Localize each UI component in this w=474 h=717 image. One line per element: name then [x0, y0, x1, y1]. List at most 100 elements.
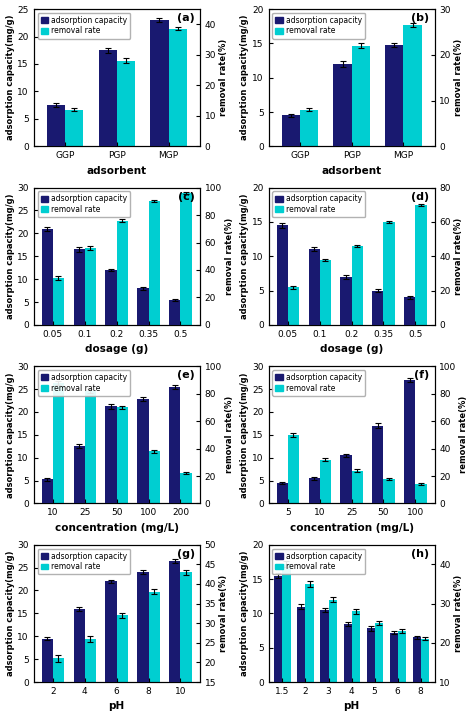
Text: (c): (c)	[178, 191, 195, 201]
X-axis label: adsorbent: adsorbent	[321, 166, 382, 176]
Y-axis label: removal rate(%): removal rate(%)	[225, 397, 234, 473]
X-axis label: concentration (mg/L): concentration (mg/L)	[55, 523, 179, 533]
Text: (b): (b)	[411, 13, 429, 23]
Bar	[106, 407, 117, 503]
Bar	[390, 632, 398, 682]
Y-axis label: adsorption capacity(mg/g): adsorption capacity(mg/g)	[6, 372, 15, 498]
Legend: adsorption capacity, removal rate: adsorption capacity, removal rate	[273, 549, 365, 574]
Text: (a): (a)	[177, 13, 195, 23]
Bar	[415, 205, 427, 325]
Bar	[413, 637, 421, 682]
Text: (h): (h)	[411, 549, 429, 559]
Bar	[415, 484, 427, 503]
Bar	[328, 599, 337, 717]
Bar	[319, 460, 331, 503]
Bar	[319, 260, 331, 325]
Bar	[340, 277, 352, 325]
Bar	[352, 246, 363, 325]
Bar	[148, 451, 160, 503]
Bar	[309, 250, 319, 325]
Bar	[169, 386, 181, 503]
Bar	[352, 470, 363, 503]
Bar	[421, 639, 429, 717]
Bar	[309, 478, 319, 503]
Bar	[53, 278, 64, 325]
Bar	[117, 61, 135, 146]
Bar	[65, 110, 83, 146]
X-axis label: dosage (g): dosage (g)	[320, 344, 383, 354]
Bar	[181, 572, 191, 717]
Bar	[385, 44, 403, 146]
Y-axis label: removal rate(%): removal rate(%)	[225, 218, 234, 295]
Bar	[169, 300, 181, 325]
Bar	[106, 270, 117, 325]
Bar	[274, 576, 283, 682]
Text: (d): (d)	[411, 191, 429, 201]
Bar	[404, 298, 415, 325]
Bar	[305, 584, 314, 717]
Y-axis label: adsorption capacity(mg/g): adsorption capacity(mg/g)	[6, 15, 15, 141]
Y-axis label: adsorption capacity(mg/g): adsorption capacity(mg/g)	[240, 551, 249, 676]
X-axis label: dosage (g): dosage (g)	[85, 344, 148, 354]
X-axis label: pH: pH	[109, 701, 125, 711]
Bar	[344, 624, 352, 682]
Bar	[42, 479, 53, 503]
Bar	[169, 561, 181, 682]
Legend: adsorption capacity, removal rate: adsorption capacity, removal rate	[273, 13, 365, 39]
Bar	[46, 105, 65, 146]
Bar	[73, 609, 85, 682]
Bar	[148, 201, 160, 325]
Bar	[117, 615, 128, 717]
Y-axis label: adsorption capacity(mg/g): adsorption capacity(mg/g)	[240, 194, 249, 319]
Bar	[169, 29, 187, 146]
Bar	[372, 290, 383, 325]
Legend: adsorption capacity, removal rate: adsorption capacity, removal rate	[37, 191, 130, 217]
Bar	[333, 64, 352, 146]
Y-axis label: adsorption capacity(mg/g): adsorption capacity(mg/g)	[240, 15, 249, 141]
Text: (f): (f)	[414, 370, 429, 380]
Y-axis label: removal rate(%): removal rate(%)	[454, 575, 463, 652]
Bar	[374, 623, 383, 717]
Bar	[117, 407, 128, 503]
Bar	[42, 229, 53, 325]
Legend: adsorption capacity, removal rate: adsorption capacity, removal rate	[273, 191, 365, 217]
Bar	[137, 572, 148, 682]
Bar	[404, 380, 415, 503]
Legend: adsorption capacity, removal rate: adsorption capacity, removal rate	[37, 549, 130, 574]
X-axis label: concentration (mg/L): concentration (mg/L)	[290, 523, 414, 533]
Bar	[73, 446, 85, 503]
Bar	[383, 479, 395, 503]
Bar	[148, 592, 160, 717]
Y-axis label: adsorption capacity(mg/g): adsorption capacity(mg/g)	[240, 372, 249, 498]
Legend: adsorption capacity, removal rate: adsorption capacity, removal rate	[37, 370, 130, 396]
Bar	[366, 629, 374, 682]
Bar	[106, 581, 117, 682]
Bar	[352, 612, 360, 717]
Y-axis label: adsorption capacity(mg/g): adsorption capacity(mg/g)	[6, 194, 15, 319]
Bar	[372, 426, 383, 503]
Bar	[85, 391, 96, 503]
Bar	[282, 115, 300, 146]
Bar	[403, 25, 421, 146]
Bar	[352, 46, 370, 146]
Y-axis label: removal rate(%): removal rate(%)	[454, 39, 463, 116]
X-axis label: adsorbent: adsorbent	[87, 166, 147, 176]
Bar	[42, 639, 53, 682]
X-axis label: pH: pH	[344, 701, 360, 711]
Bar	[85, 639, 96, 717]
Y-axis label: removal rate(%): removal rate(%)	[459, 397, 468, 473]
Y-axis label: adsorption capacity(mg/g): adsorption capacity(mg/g)	[6, 551, 15, 676]
Bar	[320, 610, 328, 682]
Bar	[99, 50, 117, 146]
Bar	[340, 455, 352, 503]
Bar	[73, 250, 85, 325]
Bar	[283, 564, 291, 717]
Bar	[277, 483, 288, 503]
Bar	[398, 631, 406, 717]
Bar	[137, 399, 148, 503]
Y-axis label: removal rate(%): removal rate(%)	[454, 218, 463, 295]
Text: (e): (e)	[177, 370, 195, 380]
Bar	[297, 607, 305, 682]
Legend: adsorption capacity, removal rate: adsorption capacity, removal rate	[273, 370, 365, 396]
Bar	[181, 473, 191, 503]
